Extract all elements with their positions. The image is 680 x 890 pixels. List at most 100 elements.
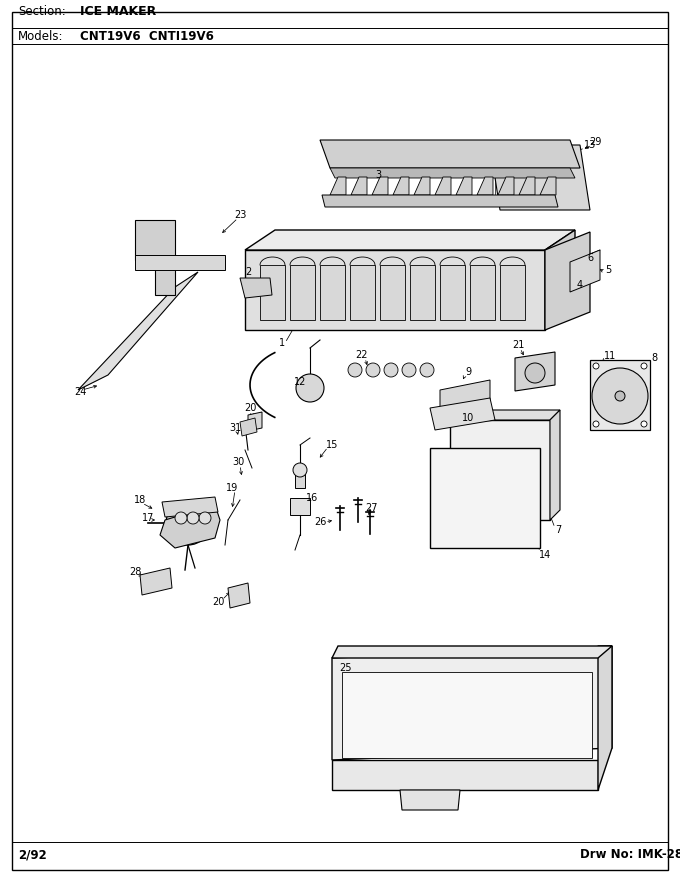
- Polygon shape: [500, 265, 525, 320]
- Text: Models:: Models:: [18, 30, 63, 43]
- Circle shape: [293, 463, 307, 477]
- Polygon shape: [456, 177, 472, 195]
- Circle shape: [402, 363, 416, 377]
- Polygon shape: [545, 232, 590, 330]
- Polygon shape: [135, 255, 225, 270]
- Polygon shape: [393, 177, 409, 195]
- Polygon shape: [540, 177, 556, 195]
- Text: 15: 15: [326, 440, 338, 450]
- Circle shape: [525, 363, 545, 383]
- Polygon shape: [430, 398, 495, 430]
- Circle shape: [592, 368, 648, 424]
- Circle shape: [593, 421, 599, 427]
- Polygon shape: [450, 420, 550, 520]
- Polygon shape: [570, 250, 600, 292]
- Text: 13: 13: [584, 140, 596, 150]
- Text: 31: 31: [229, 423, 241, 433]
- Text: 12: 12: [294, 377, 306, 387]
- Text: Drw No: IMK-28: Drw No: IMK-28: [580, 848, 680, 861]
- Polygon shape: [290, 498, 310, 515]
- Polygon shape: [295, 472, 305, 488]
- Polygon shape: [332, 760, 598, 790]
- Text: Section:: Section:: [18, 5, 66, 18]
- Text: 29: 29: [589, 137, 601, 147]
- Text: 27: 27: [366, 503, 378, 513]
- Circle shape: [366, 363, 380, 377]
- Circle shape: [615, 391, 625, 401]
- Text: 20: 20: [211, 597, 224, 607]
- Polygon shape: [332, 646, 612, 760]
- Polygon shape: [240, 418, 257, 436]
- Polygon shape: [320, 265, 345, 320]
- Text: 11: 11: [604, 351, 616, 361]
- Polygon shape: [414, 177, 430, 195]
- Text: 1: 1: [279, 338, 285, 348]
- Polygon shape: [78, 272, 198, 390]
- Circle shape: [296, 374, 324, 402]
- Text: 25: 25: [339, 663, 352, 673]
- Text: 4: 4: [577, 280, 583, 290]
- Polygon shape: [498, 177, 514, 195]
- Circle shape: [166, 501, 210, 545]
- Polygon shape: [550, 410, 560, 520]
- Text: 18: 18: [134, 495, 146, 505]
- Polygon shape: [248, 412, 262, 431]
- Polygon shape: [245, 230, 575, 250]
- Polygon shape: [228, 583, 250, 608]
- Polygon shape: [245, 250, 545, 330]
- Circle shape: [593, 363, 599, 369]
- Text: 8: 8: [651, 353, 657, 363]
- Polygon shape: [400, 790, 460, 810]
- Text: 2: 2: [245, 267, 251, 277]
- Polygon shape: [240, 278, 272, 298]
- Polygon shape: [140, 568, 172, 595]
- Polygon shape: [160, 505, 220, 548]
- Polygon shape: [477, 177, 493, 195]
- Polygon shape: [440, 265, 465, 320]
- Polygon shape: [435, 177, 451, 195]
- Text: 24: 24: [74, 387, 86, 397]
- Polygon shape: [135, 220, 175, 295]
- Text: 6: 6: [587, 253, 593, 263]
- Polygon shape: [350, 265, 375, 320]
- Polygon shape: [320, 140, 580, 168]
- Text: 5: 5: [605, 265, 611, 275]
- Circle shape: [175, 512, 187, 524]
- Polygon shape: [450, 410, 560, 420]
- Text: 2/92: 2/92: [18, 848, 47, 861]
- Text: 3: 3: [375, 170, 381, 180]
- Polygon shape: [545, 230, 575, 330]
- Polygon shape: [351, 177, 367, 195]
- Circle shape: [384, 363, 398, 377]
- Polygon shape: [490, 145, 590, 210]
- Text: 22: 22: [356, 350, 369, 360]
- Text: 26: 26: [313, 517, 326, 527]
- Text: 21: 21: [512, 340, 524, 350]
- Polygon shape: [590, 360, 650, 430]
- Text: 14: 14: [539, 550, 551, 560]
- Polygon shape: [598, 646, 612, 790]
- Polygon shape: [260, 265, 285, 320]
- Polygon shape: [330, 168, 575, 178]
- Polygon shape: [372, 177, 388, 195]
- Polygon shape: [515, 352, 555, 391]
- Polygon shape: [430, 448, 540, 548]
- Circle shape: [641, 421, 647, 427]
- Circle shape: [199, 512, 211, 524]
- Polygon shape: [519, 177, 535, 195]
- Polygon shape: [380, 265, 405, 320]
- Polygon shape: [290, 265, 315, 320]
- Polygon shape: [330, 177, 346, 195]
- Text: CNT19V6  CNTI19V6: CNT19V6 CNTI19V6: [80, 30, 214, 43]
- Text: 9: 9: [465, 367, 471, 377]
- Text: 17: 17: [142, 513, 154, 523]
- Circle shape: [348, 363, 362, 377]
- Text: ICE MAKER: ICE MAKER: [80, 5, 156, 18]
- Text: 16: 16: [306, 493, 318, 503]
- Polygon shape: [440, 380, 490, 415]
- Polygon shape: [342, 672, 592, 758]
- Circle shape: [641, 363, 647, 369]
- Circle shape: [187, 512, 199, 524]
- Polygon shape: [162, 497, 218, 517]
- Polygon shape: [410, 265, 435, 320]
